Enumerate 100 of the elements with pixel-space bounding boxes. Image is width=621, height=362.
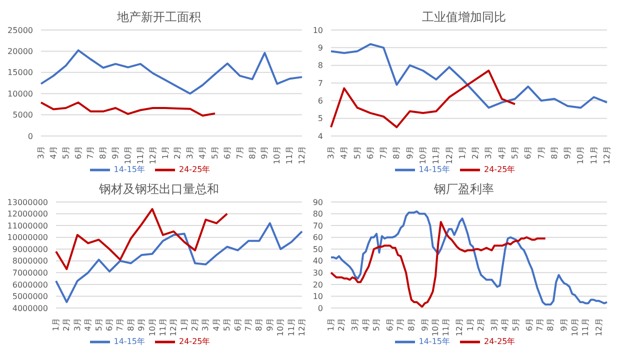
- x-tick-label: 2月: [471, 146, 480, 160]
- x-tick-label: 3月: [490, 318, 499, 332]
- x-tick-label: 10月: [576, 146, 586, 164]
- legend-label: 14-15年: [418, 337, 450, 346]
- x-tick-label: 9月: [563, 146, 572, 160]
- x-tick-label: 8月: [406, 318, 416, 332]
- x-tick-label: 4月: [48, 146, 58, 160]
- chart-title: 工业值增加同比: [421, 9, 507, 26]
- x-tick-label: 1月: [458, 146, 467, 160]
- x-tick-label: 9月: [420, 318, 430, 332]
- x-tick-label: 12月: [169, 318, 178, 336]
- x-tick-label: 7月: [244, 318, 254, 332]
- x-tick-label: 11月: [581, 318, 590, 336]
- x-tick-label: 11月: [286, 318, 296, 336]
- x-tick-label: 8月: [392, 146, 402, 160]
- x-tick-label: 6月: [233, 318, 242, 332]
- x-tick-label: 1月: [52, 318, 60, 332]
- x-tick-label: 6月: [74, 146, 83, 160]
- line-series: [330, 221, 546, 308]
- line-series: [55, 208, 228, 270]
- y-tick-label: 60: [312, 233, 323, 242]
- x-tick-label: 3月: [201, 318, 210, 332]
- y-tick-label: 6000000: [12, 280, 48, 290]
- x-tick-label: 5月: [372, 318, 382, 332]
- y-tick-label: 12000000: [7, 210, 48, 219]
- x-tick-label: 5月: [510, 146, 520, 160]
- x-tick-label: 1月: [180, 318, 189, 332]
- x-tick-label: 4月: [84, 318, 93, 332]
- x-tick-label: 5月: [222, 318, 232, 332]
- y-tick-label: 80: [312, 210, 323, 219]
- y-tick-label: 7: [318, 78, 323, 88]
- y-tick-label: 10: [312, 26, 323, 35]
- x-tick-label: 2月: [476, 318, 486, 332]
- x-tick-label: 10月: [272, 146, 282, 164]
- x-tick-label: 9月: [260, 146, 270, 160]
- y-tick-label: 70: [312, 221, 323, 230]
- y-tick-label: 20: [312, 280, 323, 290]
- line-series: [330, 70, 516, 128]
- x-tick-label: 5月: [94, 318, 104, 332]
- x-tick-label: 10月: [124, 146, 132, 164]
- y-tick-label: 8: [318, 61, 323, 70]
- x-tick-label: 12月: [298, 318, 306, 336]
- x-tick-label: 3月: [186, 146, 195, 160]
- x-tick-label: 3月: [350, 318, 360, 332]
- x-tick-label: 5月: [511, 318, 520, 332]
- chart-title: 地产新开工面积: [116, 9, 202, 26]
- x-tick-label: 12月: [148, 146, 158, 164]
- y-tick-label: 25000: [8, 26, 33, 35]
- x-tick-label: 9月: [137, 318, 146, 332]
- x-tick-label: 12月: [298, 146, 306, 164]
- legend-label: 24-25年: [179, 337, 210, 346]
- x-tick-label: 8月: [546, 318, 556, 332]
- y-tick-label: 13000000: [7, 198, 48, 207]
- x-tick-label: 4月: [497, 146, 506, 160]
- y-tick-label: 5000: [12, 110, 33, 120]
- x-tick-label: 4月: [361, 318, 370, 332]
- x-tick-label: 8月: [248, 146, 257, 160]
- line-series: [40, 49, 303, 95]
- x-tick-label: 9月: [405, 146, 414, 160]
- x-tick-label: 1月: [160, 146, 170, 160]
- x-tick-label: 12月: [594, 318, 604, 336]
- x-tick-label: 4月: [212, 318, 221, 332]
- x-tick-label: 11月: [589, 146, 598, 164]
- x-tick-label: 6月: [104, 318, 114, 332]
- y-tick-label: 90: [312, 198, 323, 207]
- x-tick-label: 5月: [61, 146, 70, 160]
- y-tick-label: 5: [318, 114, 323, 124]
- legend-label: 14-15年: [418, 165, 450, 174]
- x-tick-label: 3月: [484, 146, 494, 160]
- x-tick-label: 7月: [86, 146, 96, 160]
- x-tick-label: 2月: [62, 318, 72, 332]
- y-tick-label: 10000000: [7, 233, 48, 242]
- x-tick-label: 7月: [536, 146, 546, 160]
- y-tick-label: 30: [312, 268, 323, 278]
- x-tick-label: 10月: [148, 318, 157, 336]
- line-series: [40, 102, 216, 117]
- line-series: [330, 43, 608, 109]
- y-tick-label: 40: [312, 256, 323, 266]
- x-tick-label: 6月: [524, 146, 533, 160]
- line-series: [55, 222, 303, 304]
- x-tick-label: 9月: [560, 318, 569, 332]
- x-tick-label: 9月: [265, 318, 274, 332]
- x-tick-label: 10月: [418, 146, 428, 164]
- y-tick-label: 9000000: [12, 244, 48, 254]
- chart-title: 钢材及钢坯出口量总和: [98, 181, 220, 198]
- chart-title: 钢厂盈利率: [433, 181, 495, 198]
- legend-label: 14-15年: [114, 165, 145, 174]
- x-tick-label: 8月: [126, 318, 136, 332]
- x-tick-label: 4月: [198, 146, 208, 160]
- x-tick-label: 6月: [385, 318, 394, 332]
- x-tick-label: 2月: [190, 318, 200, 332]
- legend-label: 24-25年: [484, 165, 516, 174]
- x-tick-label: 11月: [432, 146, 441, 164]
- x-tick-label: 10月: [431, 318, 440, 336]
- x-tick-label: 6月: [366, 146, 375, 160]
- x-tick-label: 11月: [136, 146, 145, 164]
- x-tick-label: 7月: [235, 146, 244, 160]
- y-tick-label: 0: [318, 304, 323, 313]
- x-tick-label: 4月: [500, 318, 510, 332]
- x-tick-label: 12月: [602, 146, 612, 164]
